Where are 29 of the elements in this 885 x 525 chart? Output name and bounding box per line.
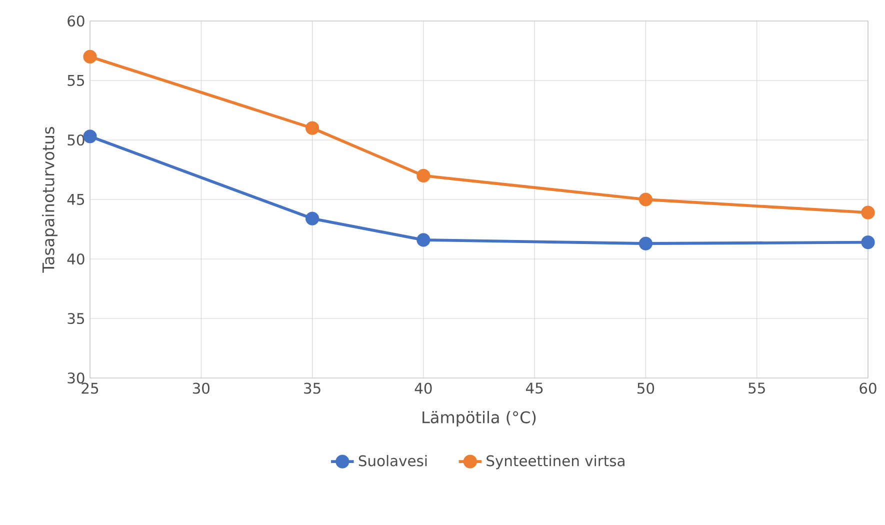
x-tick-label: 25 (82, 382, 98, 394)
y-tick-label: 30 (68, 372, 84, 384)
point (83, 50, 97, 64)
y-axis-title: Tasapainoturvotus (42, 127, 58, 273)
x-tick-label: 45 (526, 382, 543, 394)
x-tick-label: 50 (638, 382, 654, 394)
point (638, 236, 653, 250)
point (638, 192, 653, 206)
legend-label: Suolavesi (358, 454, 427, 466)
y-tick-label: 35 (68, 312, 84, 324)
x-tick-label: 30 (192, 382, 210, 394)
x-tick-label: 35 (304, 382, 320, 394)
point (861, 206, 875, 220)
point (305, 121, 320, 135)
x-axis-title: Lämpötila (°C) (422, 410, 536, 426)
point (83, 130, 97, 144)
y-tick-label: 45 (67, 194, 84, 205)
x-tick-label: 60 (860, 382, 876, 394)
y-tick-label: 50 (68, 134, 84, 146)
point (416, 233, 430, 247)
legend-label: Synteettinen virtsa (486, 454, 624, 470)
y-tick-label: 60 (68, 15, 84, 27)
x-tick-label: 40 (414, 382, 432, 394)
y-tick-label: 55 (68, 75, 84, 86)
x-tick-label: 55 (748, 382, 765, 394)
point (305, 212, 320, 226)
point (861, 236, 875, 250)
point (416, 168, 430, 183)
y-tick-label: 40 (67, 253, 84, 265)
